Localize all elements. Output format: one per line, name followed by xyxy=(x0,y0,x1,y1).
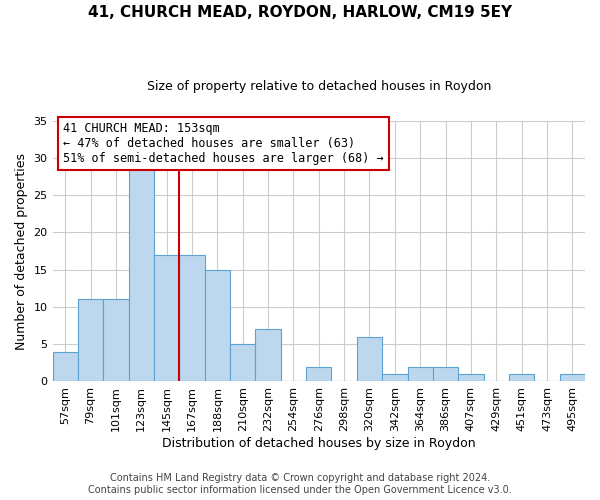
Bar xyxy=(306,366,331,382)
Bar xyxy=(154,254,179,382)
Bar xyxy=(179,254,205,382)
Bar xyxy=(433,366,458,382)
Bar xyxy=(407,366,433,382)
Bar xyxy=(256,330,281,382)
Bar xyxy=(230,344,256,382)
Bar xyxy=(205,270,230,382)
Bar xyxy=(78,300,103,382)
Bar xyxy=(128,166,154,382)
Bar xyxy=(560,374,585,382)
Text: Contains HM Land Registry data © Crown copyright and database right 2024.
Contai: Contains HM Land Registry data © Crown c… xyxy=(88,474,512,495)
Bar xyxy=(357,336,382,382)
X-axis label: Distribution of detached houses by size in Roydon: Distribution of detached houses by size … xyxy=(162,437,476,450)
Title: Size of property relative to detached houses in Roydon: Size of property relative to detached ho… xyxy=(146,80,491,93)
Text: 41, CHURCH MEAD, ROYDON, HARLOW, CM19 5EY: 41, CHURCH MEAD, ROYDON, HARLOW, CM19 5E… xyxy=(88,5,512,20)
Bar xyxy=(53,352,78,382)
Bar xyxy=(458,374,484,382)
Y-axis label: Number of detached properties: Number of detached properties xyxy=(15,152,28,350)
Bar xyxy=(103,300,128,382)
Bar xyxy=(509,374,534,382)
Text: 41 CHURCH MEAD: 153sqm
← 47% of detached houses are smaller (63)
51% of semi-det: 41 CHURCH MEAD: 153sqm ← 47% of detached… xyxy=(63,122,384,165)
Bar xyxy=(382,374,407,382)
